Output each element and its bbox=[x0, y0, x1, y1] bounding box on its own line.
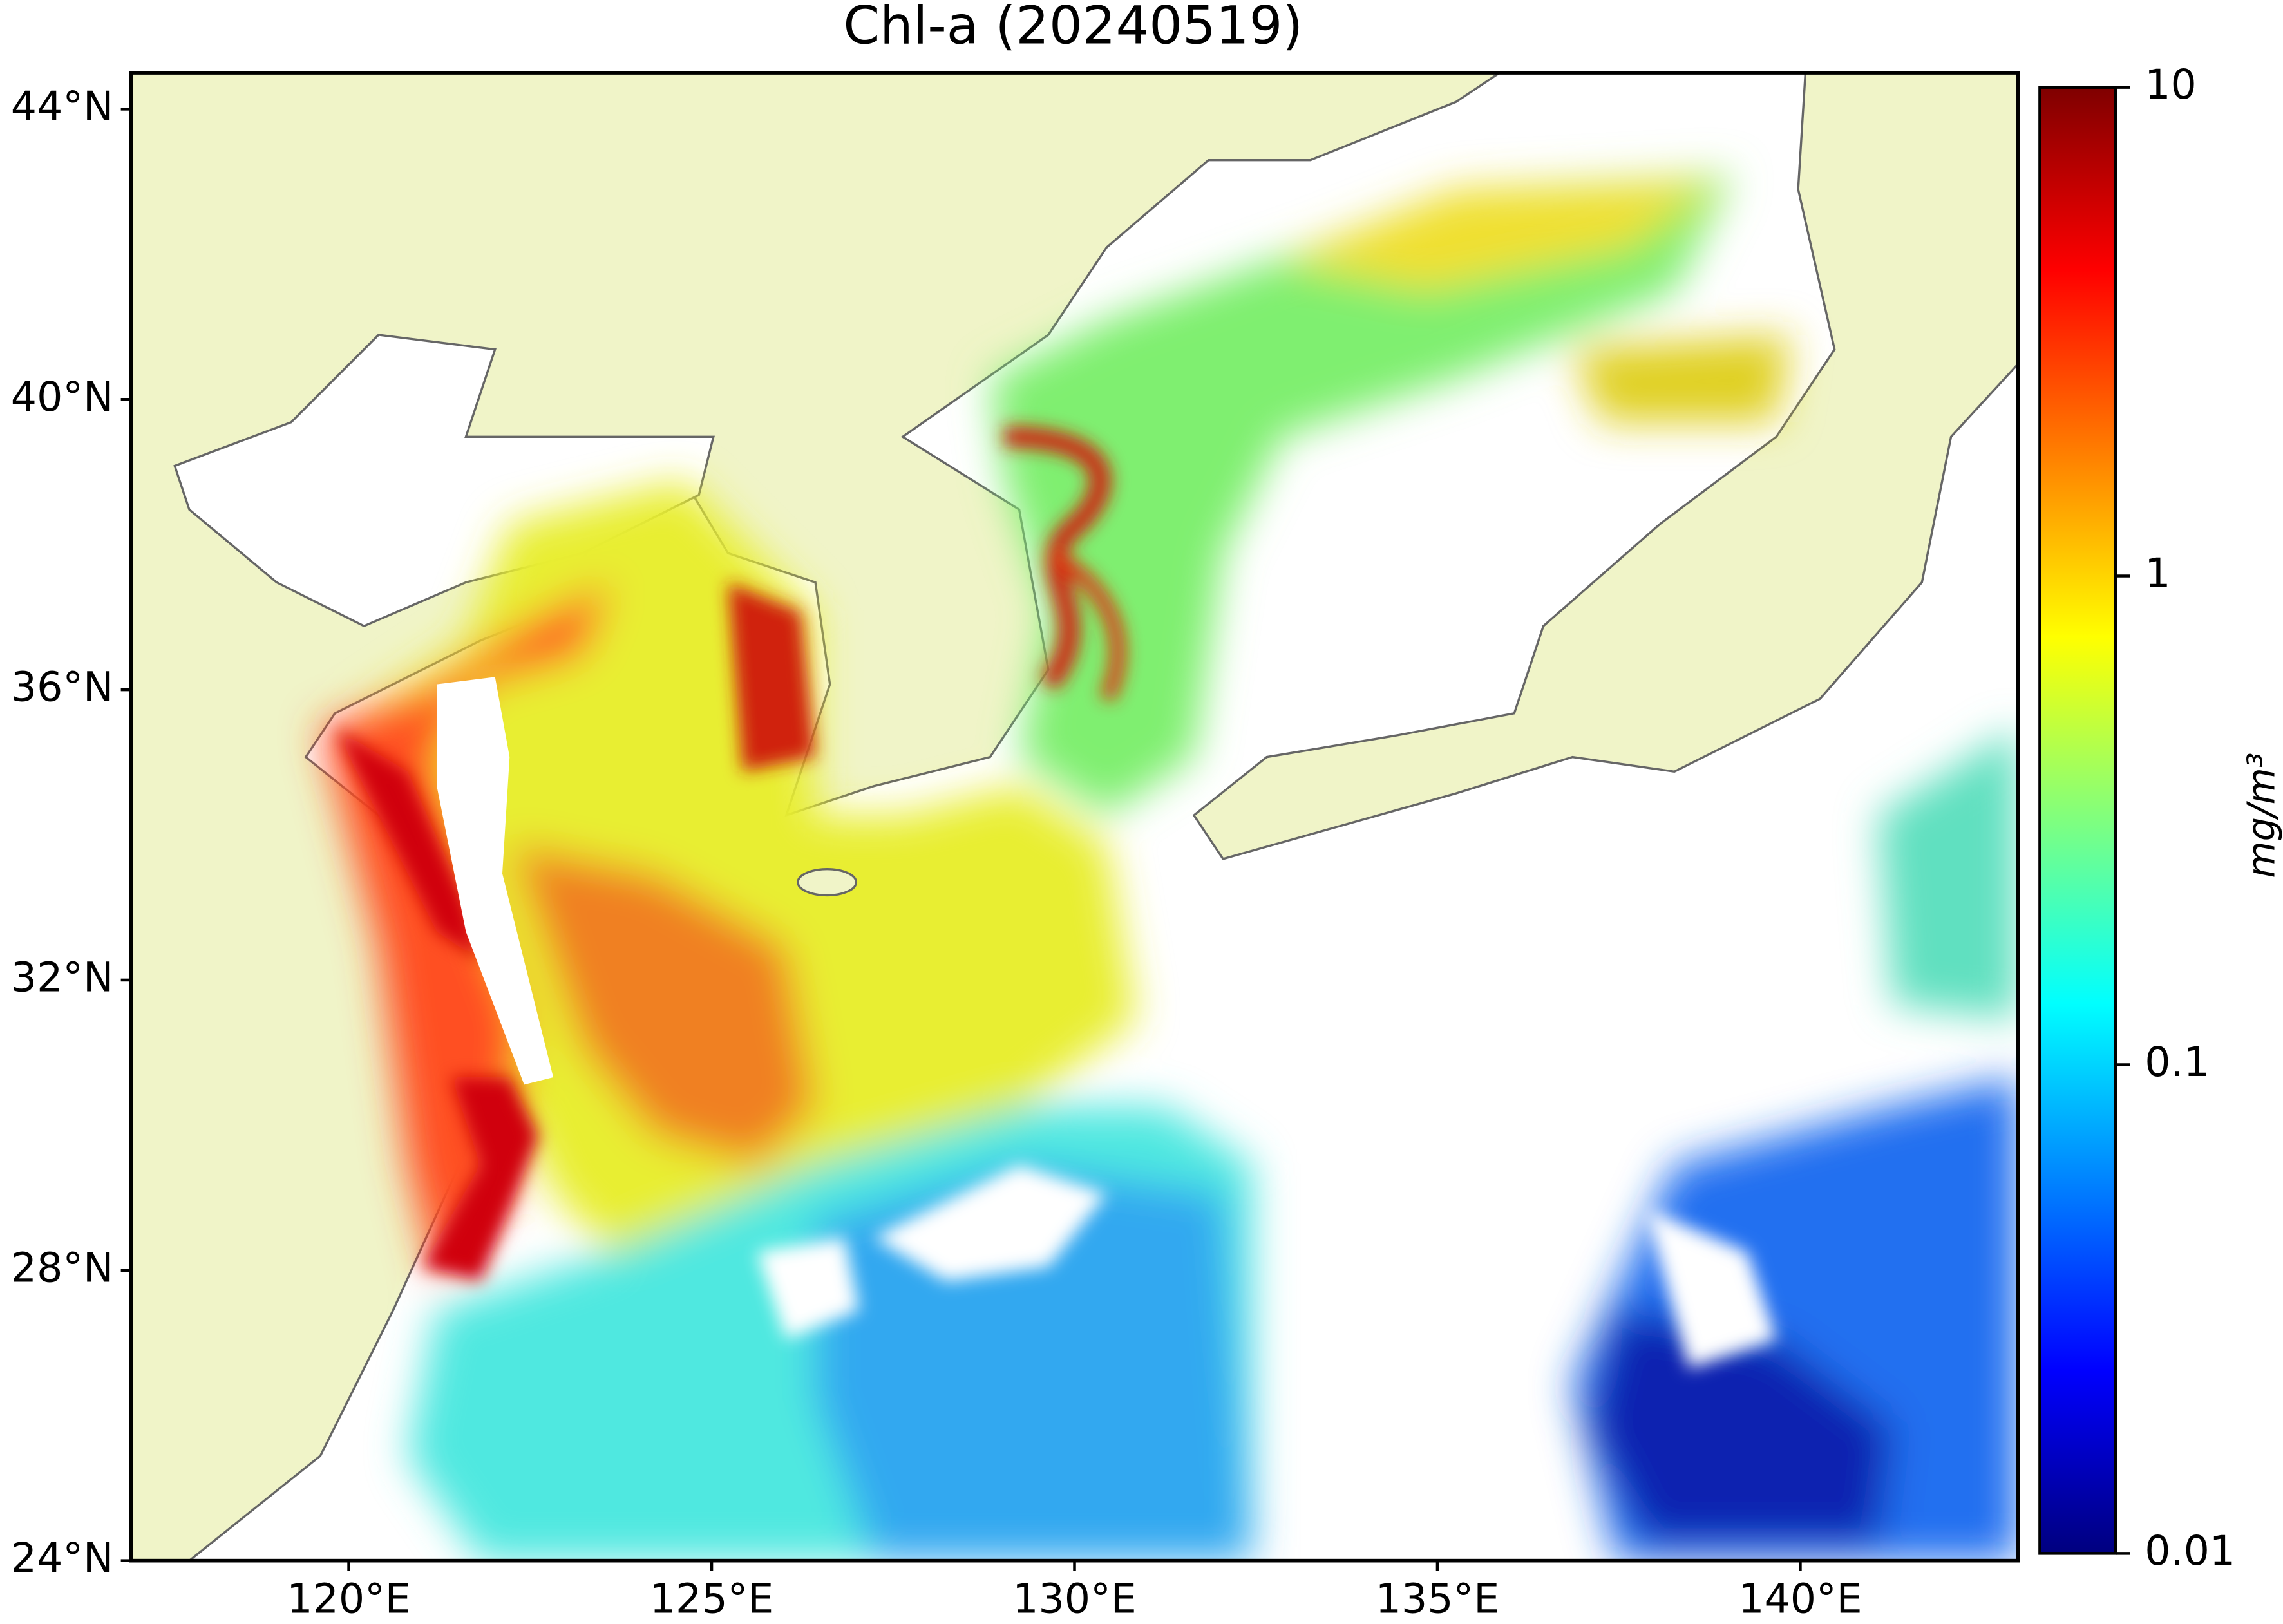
cloud-gap bbox=[437, 677, 554, 1085]
colorbar-tick-label: 1 bbox=[2145, 549, 2170, 597]
title: Chl-a (20240519) bbox=[843, 0, 1303, 57]
colorbar-tick-label: 0.01 bbox=[2145, 1527, 2235, 1574]
y-tick-label: 32°N bbox=[11, 954, 114, 1001]
x-tick-label: 120°E bbox=[287, 1575, 410, 1623]
x-tick-label: 125°E bbox=[650, 1575, 773, 1623]
map-area bbox=[131, 73, 2018, 1561]
colorbar bbox=[2038, 86, 2117, 1555]
colorbar-tick-label: 0.1 bbox=[2145, 1038, 2210, 1086]
island bbox=[797, 868, 858, 897]
colorbar-label: mg/m³ bbox=[2239, 753, 2283, 878]
y-tick-label: 28°N bbox=[11, 1243, 114, 1291]
x-tick-label: 140°E bbox=[1738, 1575, 1862, 1623]
y-tick-label: 40°N bbox=[11, 373, 114, 420]
colorbar-tick-label: 10 bbox=[2145, 61, 2197, 108]
y-tick-label: 36°N bbox=[11, 663, 114, 711]
x-tick-label: 135°E bbox=[1376, 1575, 1499, 1623]
y-tick-label: 44°N bbox=[11, 82, 114, 130]
x-tick-label: 130°E bbox=[1012, 1575, 1136, 1623]
chlorophyll-detail bbox=[334, 426, 1777, 1369]
y-tick-label: 24°N bbox=[11, 1534, 114, 1582]
